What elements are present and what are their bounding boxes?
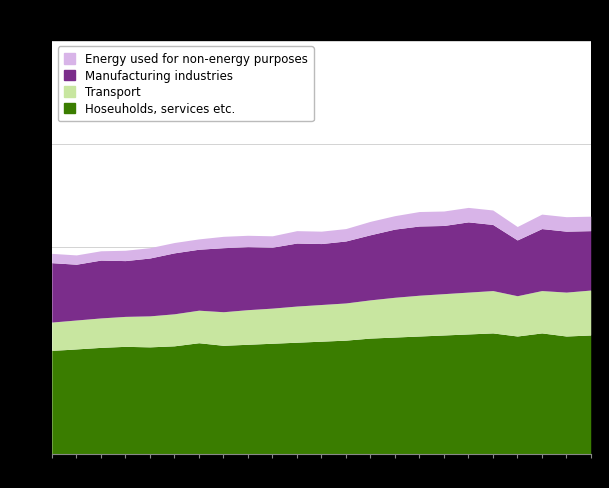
Legend: Energy used for non-energy purposes, Manufacturing industries, Transport, Hoseuh: Energy used for non-energy purposes, Man… <box>58 47 314 122</box>
